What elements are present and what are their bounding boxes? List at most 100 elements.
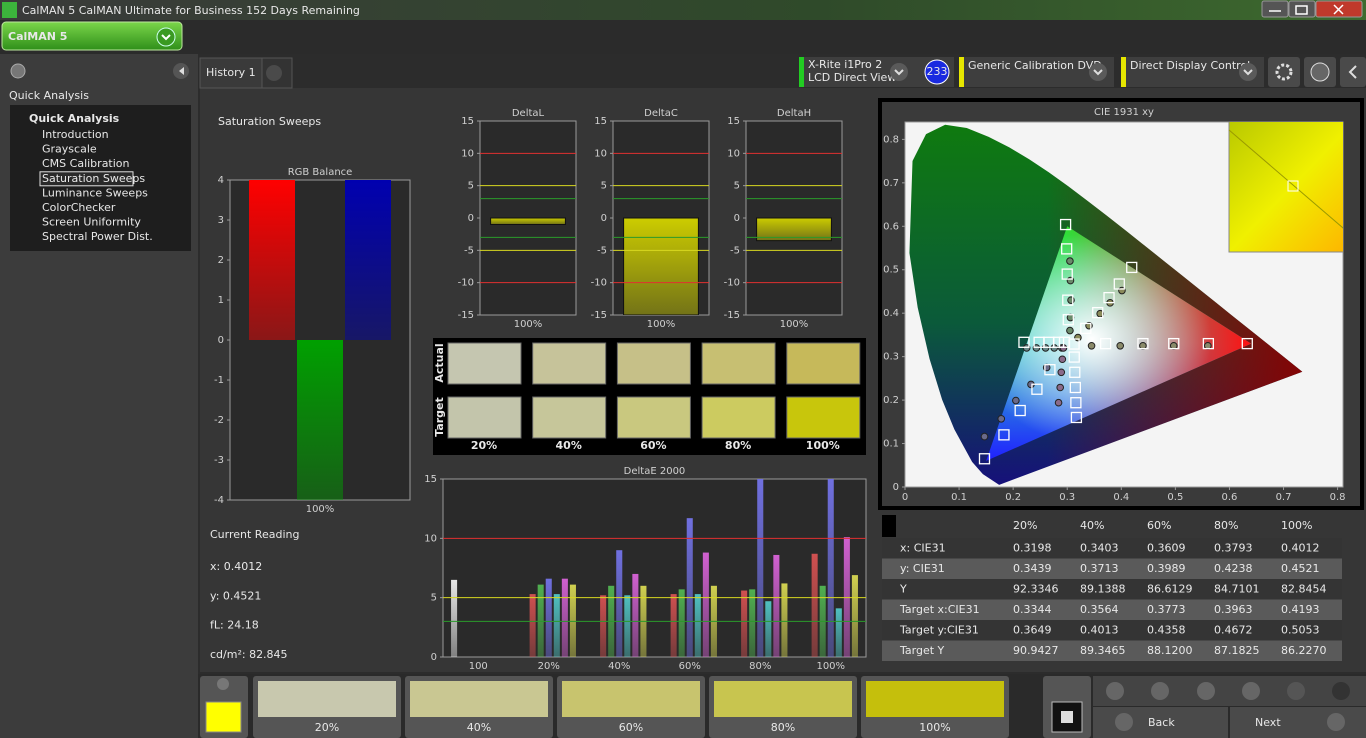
- continuous-measure[interactable]: [1242, 682, 1260, 700]
- table-cell: 84.7101: [1214, 583, 1260, 596]
- measured-point: [1066, 257, 1074, 265]
- panel-toggle[interactable]: [1340, 57, 1366, 87]
- x-tick-label: 0.6: [1221, 492, 1237, 503]
- reading-line: y: 0.4521: [210, 589, 261, 602]
- x-tick-label: 100%: [514, 319, 543, 330]
- device-dropdown[interactable]: [1089, 63, 1107, 81]
- bars: [746, 152, 842, 284]
- logo-dropdown[interactable]: [156, 27, 176, 47]
- device-panel[interactable]: [959, 57, 1114, 87]
- bar: [749, 589, 756, 657]
- x-tick-label: 40%: [608, 661, 630, 672]
- tree-root[interactable]: Quick Analysis: [29, 112, 120, 125]
- reading-title: Current Reading: [210, 528, 299, 541]
- dropdown-glyph: [894, 69, 904, 76]
- tree-item[interactable]: CMS Calibration: [42, 157, 130, 170]
- refresh[interactable]: [1287, 682, 1305, 700]
- transport-buttons: [1106, 682, 1350, 700]
- target-point: [1018, 336, 1030, 348]
- stop-measure[interactable]: [1106, 682, 1124, 700]
- bars: [249, 180, 391, 500]
- x-tick-label: 100%: [780, 319, 809, 330]
- minimize-button[interactable]: [1261, 0, 1289, 18]
- bar: [781, 583, 788, 657]
- bar: [835, 608, 842, 657]
- bar: [545, 578, 552, 657]
- table-row: [882, 620, 1342, 641]
- tree-item[interactable]: Luminance Sweeps: [42, 186, 148, 199]
- measured-point: [1056, 383, 1064, 392]
- x-tick-label: 80%: [749, 661, 771, 672]
- y-tick-label: -10: [591, 278, 607, 289]
- bar: [678, 589, 685, 657]
- bar: [756, 217, 832, 242]
- target-point: [1014, 404, 1026, 417]
- settings-button[interactable]: [1268, 57, 1300, 87]
- play-measure[interactable]: [1151, 682, 1169, 700]
- y-tick-label: -10: [724, 278, 740, 289]
- tree-selection: [39, 171, 134, 187]
- tree-item[interactable]: Grayscale: [42, 143, 97, 156]
- table-row: [882, 579, 1342, 600]
- target-point: [1031, 383, 1043, 395]
- reading-line: x: 0.4012: [210, 560, 262, 573]
- y-tick-label: 15: [594, 116, 607, 127]
- swatch-row-label: Target: [433, 397, 446, 437]
- target-point: [1137, 337, 1149, 350]
- y-tick-label: 0.2: [883, 395, 899, 406]
- y-tick-label: 10: [424, 533, 437, 544]
- swatch-row-label: Actual: [433, 343, 446, 382]
- table-row: [882, 640, 1342, 661]
- tree-item[interactable]: Saturation Sweeps: [42, 172, 145, 185]
- actual-swatch: [447, 342, 522, 385]
- y-tick-label: 0: [734, 213, 740, 224]
- single-measure[interactable]: [1197, 682, 1215, 700]
- swatch-column-label: 20%: [471, 439, 497, 452]
- device-dropdown[interactable]: [1239, 63, 1257, 81]
- x-tick-label: 0.3: [1059, 492, 1075, 503]
- bar: [827, 479, 834, 657]
- chip-up[interactable]: [217, 678, 229, 690]
- back-glyph: [1115, 713, 1133, 731]
- target-point: [1070, 411, 1083, 424]
- swatch-button-label: 60%: [619, 721, 643, 734]
- reading-table: 20% 40% 60% 80% 100% x: CIE31 0.3198 0.3403 0.36…: [882, 515, 1342, 661]
- logo-button[interactable]: [1, 21, 183, 51]
- settings-glyph: [1275, 63, 1293, 81]
- swatch-button-color: [258, 681, 396, 717]
- swatch-button-label: 40%: [467, 721, 491, 734]
- tree-item[interactable]: Spectral Power Dist.: [42, 230, 153, 243]
- next-button[interactable]: [1230, 707, 1366, 738]
- tree-item[interactable]: Screen Uniformity: [42, 216, 141, 229]
- y-tick-label: 5: [431, 593, 437, 604]
- app-logo: CalMAN 5: [8, 30, 67, 43]
- dropdown-glyph: [1243, 69, 1253, 76]
- table-cell: 0.4012: [1281, 542, 1320, 555]
- tree-item[interactable]: Introduction: [42, 128, 109, 141]
- dropdown-glyph: [1093, 69, 1103, 76]
- x-tick-label: 0.5: [1167, 492, 1183, 503]
- record[interactable]: [1332, 682, 1350, 700]
- tree-item[interactable]: ColorChecker: [42, 201, 116, 214]
- bar: [616, 550, 623, 657]
- target-point: [1061, 243, 1073, 255]
- swatch-button-label: 20%: [315, 721, 339, 734]
- measured-point: [1012, 396, 1020, 405]
- app-icon: [2, 2, 17, 18]
- actual-swatch: [786, 342, 861, 385]
- device-dropdown[interactable]: [890, 63, 908, 81]
- device-status: [959, 57, 964, 87]
- target-point: [1070, 397, 1082, 409]
- device-status: [799, 57, 804, 87]
- table-cell: 86.2270: [1281, 644, 1327, 657]
- tab-strip: History 1: [199, 57, 293, 89]
- table-cell: 0.3439: [1013, 562, 1052, 575]
- y-tick-label: 10: [727, 148, 740, 159]
- sidebar-pin[interactable]: [10, 63, 26, 79]
- y-tick-label: -15: [724, 310, 740, 321]
- chart-title: DeltaE 2000: [624, 466, 686, 477]
- target-point: [1168, 337, 1180, 350]
- bar: [765, 601, 772, 657]
- table-cell: 90.9427: [1013, 644, 1059, 657]
